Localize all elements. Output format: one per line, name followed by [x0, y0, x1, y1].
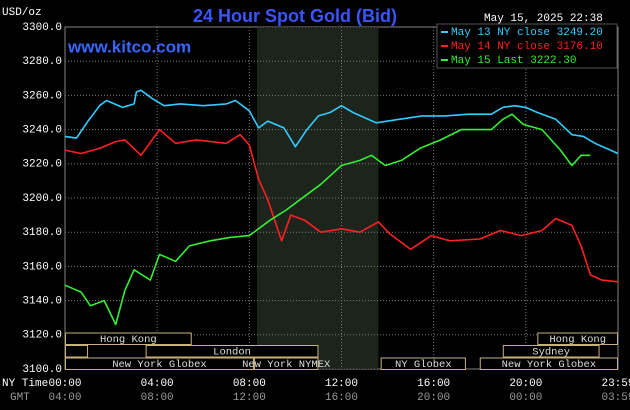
y-tick-label: 3160.0 — [22, 261, 62, 273]
session-box — [65, 357, 254, 370]
session-box — [380, 357, 466, 370]
chart-title: 24 Hour Spot Gold (Bid) — [193, 6, 397, 26]
y-axis-label: USD/oz — [2, 7, 42, 19]
session-label: New York NYMEX — [242, 359, 331, 371]
x-tick-label: 20:00 — [509, 378, 542, 390]
y-tick-label: 3300.0 — [22, 22, 62, 34]
x2-tick-label: 12:00 — [233, 392, 266, 404]
session-box — [145, 345, 319, 358]
session-label: Sydney — [532, 347, 570, 359]
y-tick-label: 3120.0 — [22, 330, 62, 342]
x-tick-label: 23:59 — [601, 378, 630, 390]
y-tick-label: 3180.0 — [22, 227, 62, 239]
x2-tick-label: 20:00 — [417, 392, 450, 404]
legend-box — [436, 23, 618, 69]
x2-tick-label: 08:00 — [141, 392, 174, 404]
session-label: Hong Kong — [549, 334, 606, 346]
x2-tick-label: 00:00 — [509, 392, 542, 404]
x-tick-label: 00:00 — [48, 378, 81, 390]
y-tick-label: 3220.0 — [22, 159, 62, 171]
x2-tick-label: 04:00 — [48, 392, 81, 404]
x-tick-label: 04:00 — [141, 378, 174, 390]
session-label: Hong Kong — [100, 334, 157, 346]
session-label: London — [213, 347, 251, 359]
legend-label: May 15 Last 3222.30 — [451, 55, 576, 67]
y-tick-label: 3260.0 — [22, 90, 62, 102]
session-label: New York Globex — [502, 359, 597, 371]
price-line — [64, 128, 619, 283]
y-tick-label: 3280.0 — [22, 56, 62, 68]
session-box — [65, 332, 192, 345]
legend-label: May 13 NY close 3249.20 — [451, 27, 603, 39]
watermark: www.kitco.com — [67, 37, 191, 56]
legend-label: May 14 NY close 3176.10 — [451, 41, 603, 53]
session-label: New York Globex — [112, 359, 207, 371]
x2-tick-label: 03:59 — [601, 392, 630, 404]
plot-back — [64, 26, 619, 370]
session-box — [65, 345, 89, 358]
x2-axis-label: GMT — [10, 392, 30, 404]
y-tick-label: 3200.0 — [22, 193, 62, 205]
x-tick-label: 08:00 — [233, 378, 266, 390]
session-label: NY Globex — [395, 359, 452, 371]
y-tick-label: 3100.0 — [22, 364, 62, 376]
price-line — [64, 89, 619, 155]
y-tick-label: 3240.0 — [22, 125, 62, 137]
price-line — [64, 113, 591, 326]
session-box — [502, 345, 600, 358]
x-tick-label: 16:00 — [417, 378, 450, 390]
session-box — [479, 357, 618, 370]
session-box — [537, 332, 619, 345]
x-tick-label: 12:00 — [325, 378, 358, 390]
y-tick-label: 3140.0 — [22, 296, 62, 308]
x2-tick-label: 16:00 — [325, 392, 358, 404]
session-box — [253, 357, 319, 370]
x-axis-label: NY Time — [2, 378, 48, 390]
timestamp: May 15, 2025 22:38 — [484, 13, 603, 25]
